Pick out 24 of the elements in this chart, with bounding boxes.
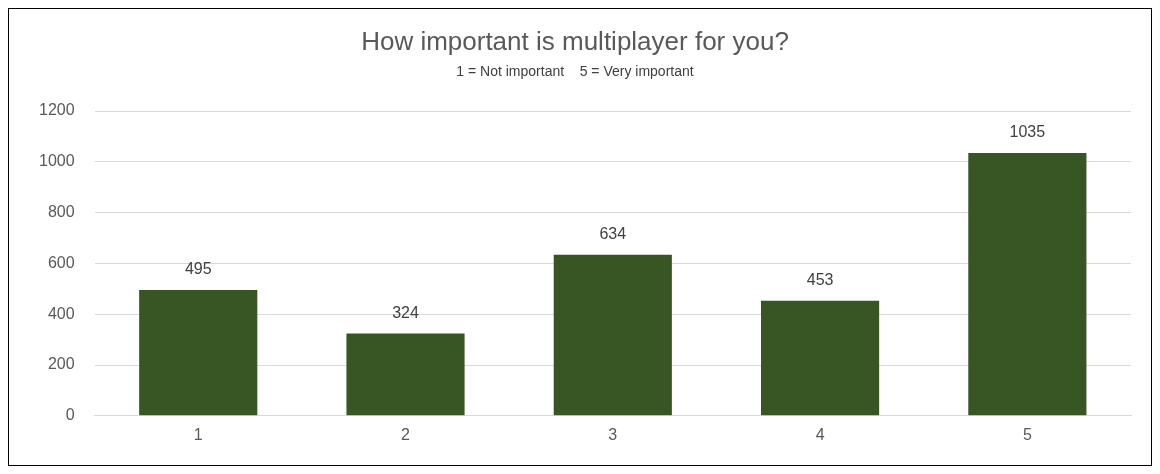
bar <box>139 290 258 416</box>
bar <box>346 333 465 416</box>
y-tick-label: 200 <box>47 355 75 373</box>
x-tick-label: 4 <box>815 425 825 443</box>
data-label: 453 <box>806 271 834 289</box>
bar <box>968 152 1087 416</box>
data-label: 1035 <box>1009 123 1046 141</box>
bar <box>553 254 672 416</box>
y-tick-label: 0 <box>65 406 75 424</box>
y-tick-label: 400 <box>47 304 75 322</box>
y-tick-label: 800 <box>47 203 75 221</box>
chart-title: How important is multiplayer for you? <box>361 25 789 56</box>
y-tick-label: 1000 <box>39 152 75 170</box>
x-tick-label: 1 <box>193 425 203 443</box>
x-tick-label: 2 <box>401 425 411 443</box>
y-tick-label: 600 <box>47 253 75 271</box>
data-label: 495 <box>184 260 212 278</box>
bar <box>761 300 880 416</box>
x-tick-label: 3 <box>608 425 618 443</box>
chart-subtitle: 1 = Not important 5 = Very important <box>456 63 694 80</box>
x-tick-label: 5 <box>1022 425 1032 443</box>
data-label: 634 <box>599 225 627 243</box>
data-label: 324 <box>392 303 419 321</box>
y-tick-label: 1200 <box>39 101 75 119</box>
